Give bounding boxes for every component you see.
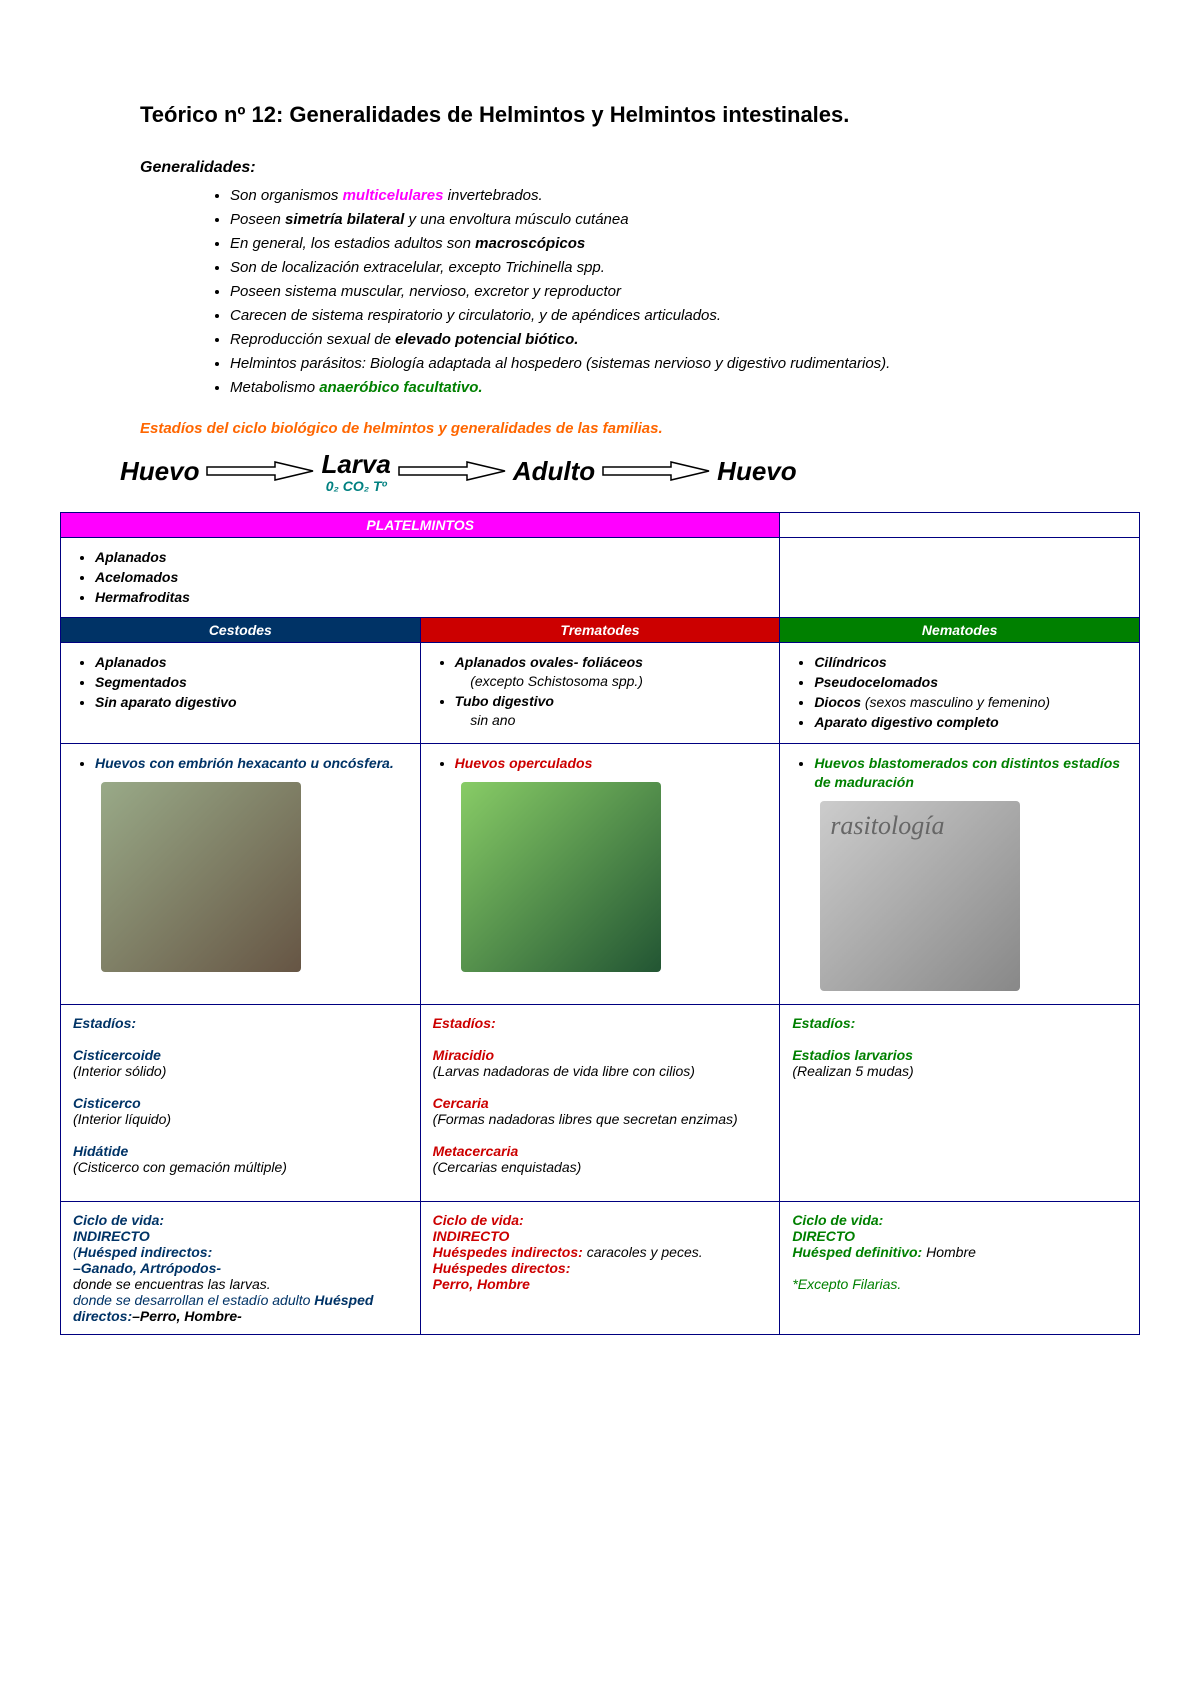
nematodes-eggs: Huevos blastomerados con distintos estad… xyxy=(780,744,1140,1005)
cestodes-eggs: Huevos con embrión hexacanto u oncósfera… xyxy=(61,744,421,1005)
cycle-adulto: Adulto xyxy=(513,456,595,487)
section-orange: Estadíos del ciclo biológico de helminto… xyxy=(140,420,1140,437)
gen-item: Reproducción sexual de elevado potencial… xyxy=(230,329,1140,350)
comparison-table: PLATELMINTOS AplanadosAcelomadosHermafro… xyxy=(60,512,1140,1335)
gen-item: Son de localización extracelular, except… xyxy=(230,257,1140,278)
trematodes-eggs: Huevos operculados xyxy=(420,744,780,1005)
gen-item: Metabolismo anaeróbico facultativo. xyxy=(230,377,1140,398)
gen-item: Son organismos multicelulares invertebra… xyxy=(230,185,1140,206)
page-title: Teórico nº 12: Generalidades de Helminto… xyxy=(140,100,1140,131)
generalidades-list: Son organismos multicelulares invertebra… xyxy=(230,185,1140,398)
gen-item: Helmintos parásitos: Biología adaptada a… xyxy=(230,353,1140,374)
blank-cell xyxy=(780,537,1140,618)
cycle-huevo2: Huevo xyxy=(717,456,796,487)
lifecycle-diagram: Huevo Larva 0₂ CO₂ Tº Adulto Huevo xyxy=(120,449,1140,494)
gen-item: En general, los estadios adultos son mac… xyxy=(230,233,1140,254)
platelmintos-traits: AplanadosAcelomadosHermafroditas xyxy=(61,537,780,618)
cestodes-cycle: Ciclo de vida:INDIRECTO(Huésped indirect… xyxy=(61,1201,421,1334)
cestodes-traits: AplanadosSegmentadosSin aparato digestiv… xyxy=(61,643,421,744)
cycle-sub: 0₂ CO₂ Tº xyxy=(321,478,390,494)
gen-item: Carecen de sistema respiratorio y circul… xyxy=(230,305,1140,326)
arrow-icon xyxy=(601,459,711,483)
cestodes-stages: Estadíos:Cisticercoide(Interior sólido)C… xyxy=(61,1004,421,1201)
nematodes-header: Nematodes xyxy=(780,618,1140,643)
cycle-larva: Larva xyxy=(321,449,390,480)
trematodes-cycle: Ciclo de vida:INDIRECTOHuéspedes indirec… xyxy=(420,1201,780,1334)
platelmintos-header: PLATELMINTOS xyxy=(61,512,780,537)
gen-item: Poseen simetría bilateral y una envoltur… xyxy=(230,209,1140,230)
nematodes-cycle: Ciclo de vida:DIRECTOHuésped definitivo:… xyxy=(780,1201,1140,1334)
cycle-huevo: Huevo xyxy=(120,456,199,487)
nematodes-traits: CilíndricosPseudocelomadosDiocos (sexos … xyxy=(780,643,1140,744)
egg-image-cestode xyxy=(101,782,301,972)
arrow-icon xyxy=(205,459,315,483)
trematodes-header: Trematodes xyxy=(420,618,780,643)
subtitle: Generalidades: xyxy=(140,159,1140,177)
nematodes-stages: Estadíos:Estadios larvarios(Realizan 5 m… xyxy=(780,1004,1140,1201)
cestodes-header: Cestodes xyxy=(61,618,421,643)
egg-image-nematode xyxy=(820,801,1020,991)
egg-image-trematode xyxy=(461,782,661,972)
trematodes-stages: Estadíos:Miracidio(Larvas nadadoras de v… xyxy=(420,1004,780,1201)
arrow-icon xyxy=(397,459,507,483)
blank-cell xyxy=(780,512,1140,537)
gen-item: Poseen sistema muscular, nervioso, excre… xyxy=(230,281,1140,302)
trematodes-traits: Aplanados ovales- foliáceos (excepto Sch… xyxy=(420,643,780,744)
